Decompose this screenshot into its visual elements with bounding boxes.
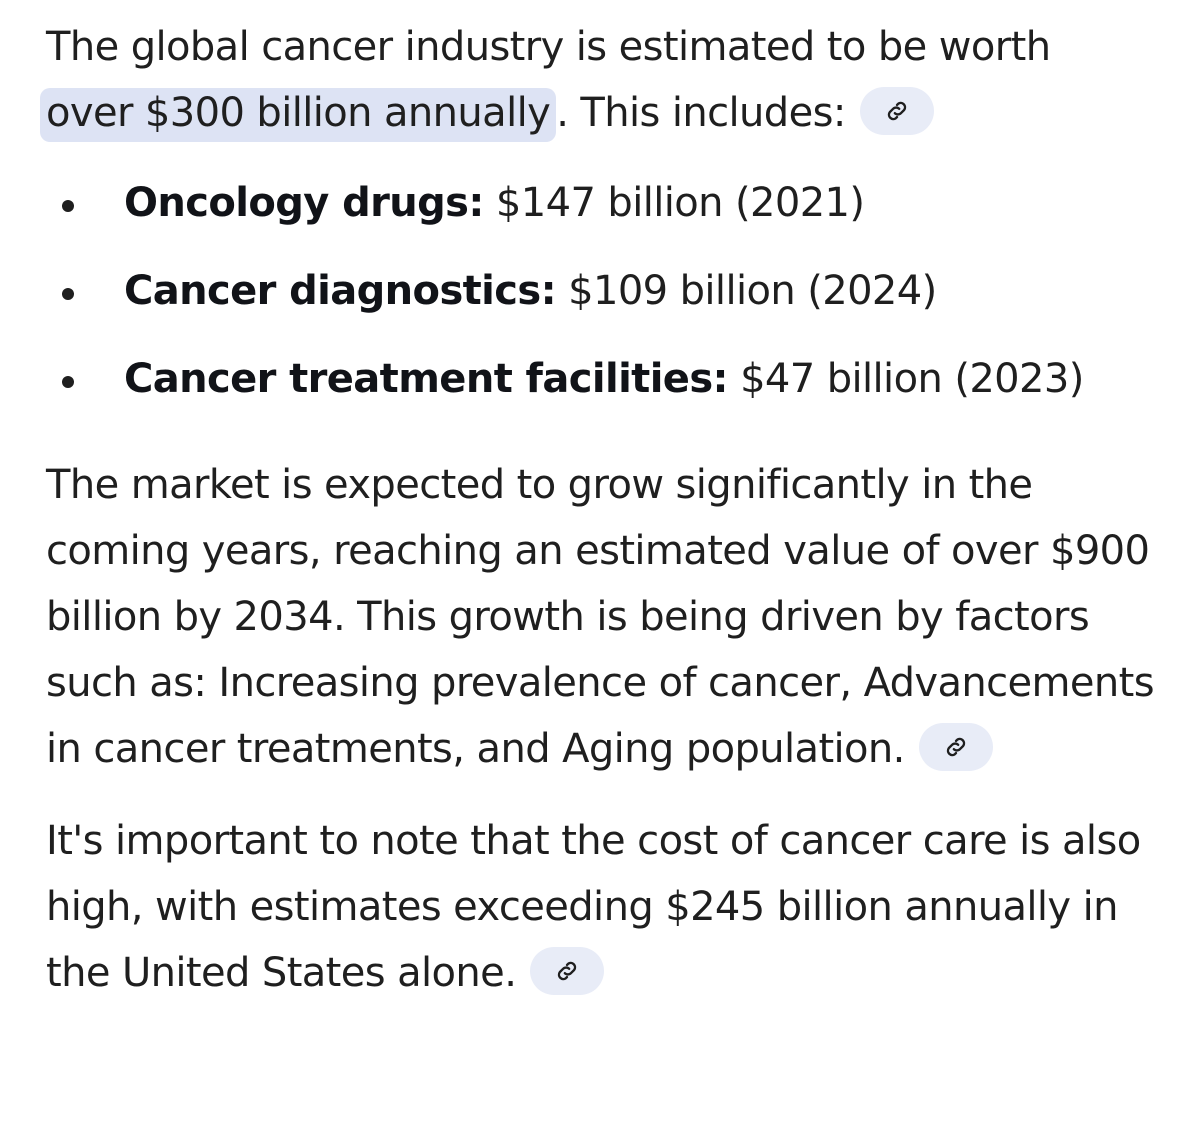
list-item: Oncology drugs: $147 billion (2021) xyxy=(46,170,1166,236)
list-item-term: Cancer treatment facilities: xyxy=(124,356,729,402)
intro-text: The global cancer industry is estimated … xyxy=(46,24,1051,70)
highlighted-claim[interactable]: over $300 billion annually xyxy=(40,88,557,142)
breakdown-list: Oncology drugs: $147 billion (2021) Canc… xyxy=(46,170,1166,412)
link-icon xyxy=(558,961,577,981)
note-paragraph: It's important to note that the cost of … xyxy=(46,808,1166,1006)
list-item-detail: $47 billion (2023) xyxy=(727,356,1084,402)
response-content: The global cancer industry is estimated … xyxy=(40,14,1166,1006)
list-item: Cancer diagnostics: $109 billion (2024) xyxy=(46,258,1166,324)
list-item: Cancer treatment facilities: $47 billion… xyxy=(46,346,1166,412)
intro-text-after: . This includes: xyxy=(556,90,846,136)
note-text: It's important to note that the cost of … xyxy=(46,818,1141,996)
list-item-detail: $147 billion (2021) xyxy=(483,180,865,226)
list-item-term: Cancer diagnostics: xyxy=(124,268,557,314)
bullet-dot xyxy=(62,288,74,300)
growth-text: The market is expected to grow significa… xyxy=(46,462,1155,772)
link-icon xyxy=(887,101,906,121)
source-link-button[interactable] xyxy=(530,947,605,995)
link-icon xyxy=(946,737,965,757)
bullet-dot xyxy=(62,376,74,388)
list-item-term: Oncology drugs: xyxy=(124,180,484,226)
bullet-dot xyxy=(62,200,74,212)
intro-paragraph: The global cancer industry is estimated … xyxy=(40,14,1166,146)
source-link-button[interactable] xyxy=(918,723,993,771)
source-link-button[interactable] xyxy=(859,87,934,135)
growth-paragraph: The market is expected to grow significa… xyxy=(46,452,1166,782)
list-item-detail: $109 billion (2024) xyxy=(556,268,937,314)
